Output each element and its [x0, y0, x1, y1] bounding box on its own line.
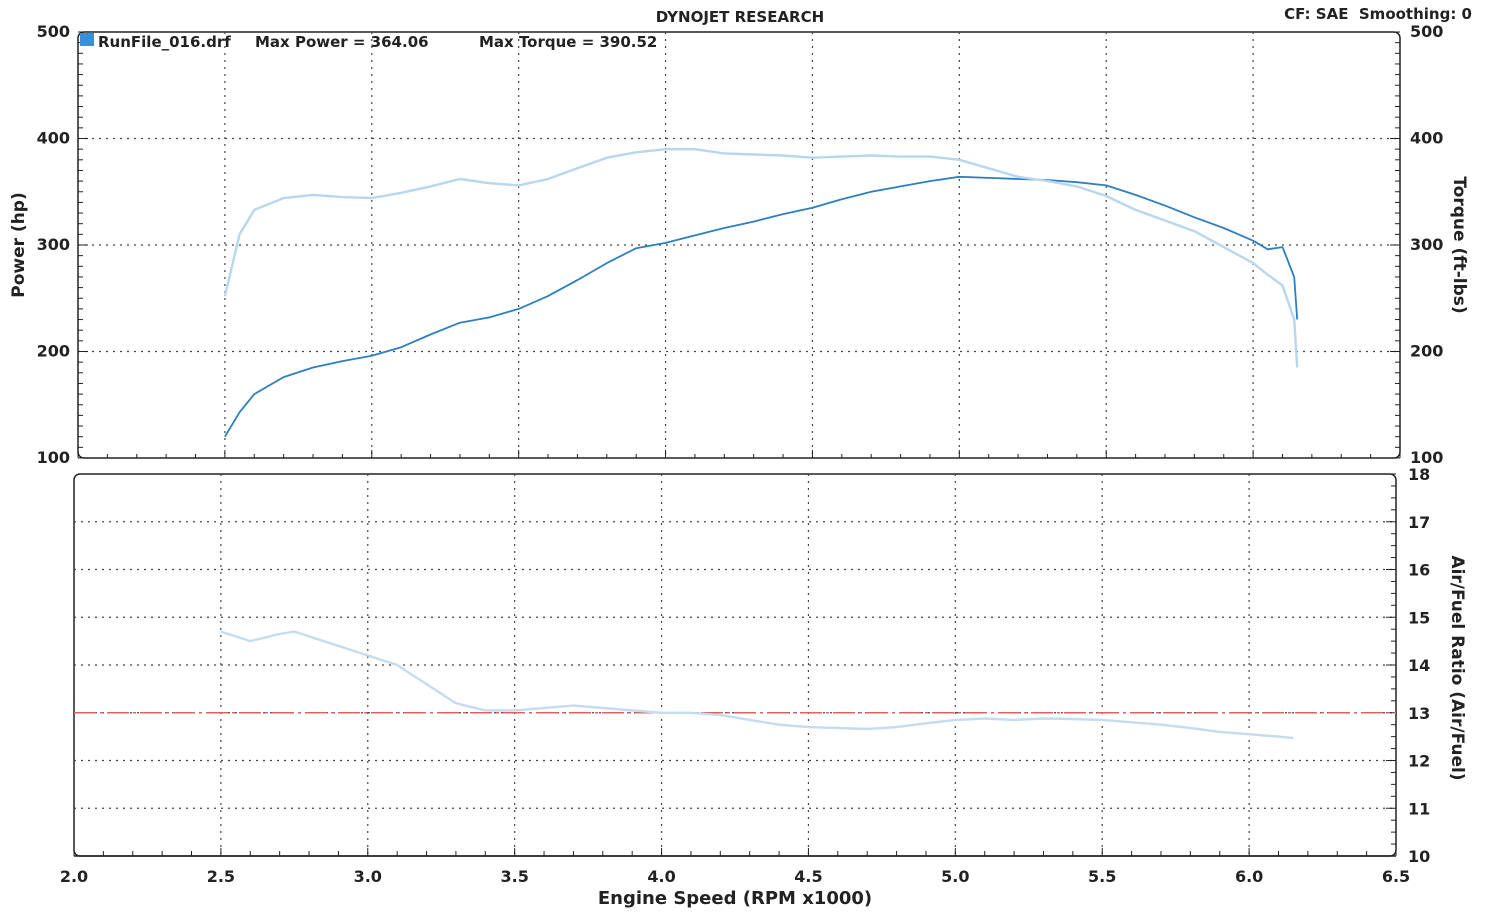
afr-tick-label: 15 — [1408, 608, 1430, 627]
afr-tick-label: 18 — [1408, 465, 1430, 484]
torque-tick-label: 200 — [1410, 342, 1443, 361]
afr-axis-label: Air/Fuel Ratio (Air/Fuel) — [1447, 555, 1467, 780]
x-tick-label: 5.0 — [941, 867, 969, 886]
power-tick-label: 200 — [37, 342, 70, 361]
afr-tick-label: 12 — [1408, 752, 1430, 771]
x-tick-label: 6.5 — [1382, 867, 1410, 886]
x-tick-label: 2.5 — [207, 867, 235, 886]
power-tick-label: 500 — [37, 22, 70, 41]
afr-series-line — [220, 630, 1294, 740]
power-tick-label: 300 — [37, 235, 70, 254]
air-fuel-frame — [73, 473, 1397, 857]
power-torque-frame — [77, 31, 1401, 459]
afr-tick-label: 10 — [1408, 847, 1430, 866]
x-axis: 2.0 2.5 3.0 3.5 4.0 4.5 5.0 5.5 6.0 6.5 — [60, 450, 1410, 886]
legend-color-swatch — [80, 33, 94, 46]
torque-tick-label: 500 — [1410, 22, 1443, 41]
torque-axis-label: Torque (ft-lbs) — [1449, 176, 1469, 313]
torque-tick-label: 400 — [1410, 129, 1443, 148]
power-axis-label: Power (hp) — [9, 192, 29, 298]
x-tick-label: 3.0 — [354, 867, 382, 886]
x-tick-label: 2.0 — [60, 867, 88, 886]
afr-tick-label: 16 — [1408, 561, 1430, 580]
power-tick-label: 100 — [37, 448, 70, 467]
afr-tick-label: 11 — [1408, 799, 1430, 818]
x-tick-label: 5.5 — [1088, 867, 1116, 886]
torque-tick-label: 100 — [1410, 448, 1443, 467]
legend-run-file: RunFile_016.drf — [98, 33, 231, 51]
x-tick-label: 6.0 — [1235, 867, 1263, 886]
chart-title: DYNOJET RESEARCH — [656, 8, 824, 26]
power-series-line — [224, 175, 1299, 438]
x-tick-label: 3.5 — [500, 867, 528, 886]
x-tick-label: 4.0 — [647, 867, 675, 886]
legend-max-power: Max Power = 364.06 — [255, 33, 429, 51]
afr-tick-label: 14 — [1408, 656, 1430, 675]
torque-tick-label: 300 — [1410, 235, 1443, 254]
legend-max-torque: Max Torque = 390.52 — [479, 33, 657, 51]
cf-smoothing-info: CF: SAE Smoothing: 0 — [1284, 5, 1472, 23]
power-tick-label: 400 — [37, 129, 70, 148]
power-torque-panel: 100 200 300 400 500 100 200 300 400 500 RunFile_0… — [9, 22, 1469, 467]
air-fuel-panel: 10 11 12 13 14 15 16 17 18 Air/Fuel Ratio (Air/F… — [73, 465, 1467, 866]
x-tick-label: 4.5 — [794, 867, 822, 886]
afr-tick-label: 13 — [1408, 704, 1430, 723]
afr-tick-label: 17 — [1408, 513, 1430, 532]
torque-series-line — [223, 147, 1299, 368]
x-axis-label: Engine Speed (RPM x1000) — [598, 888, 872, 909]
